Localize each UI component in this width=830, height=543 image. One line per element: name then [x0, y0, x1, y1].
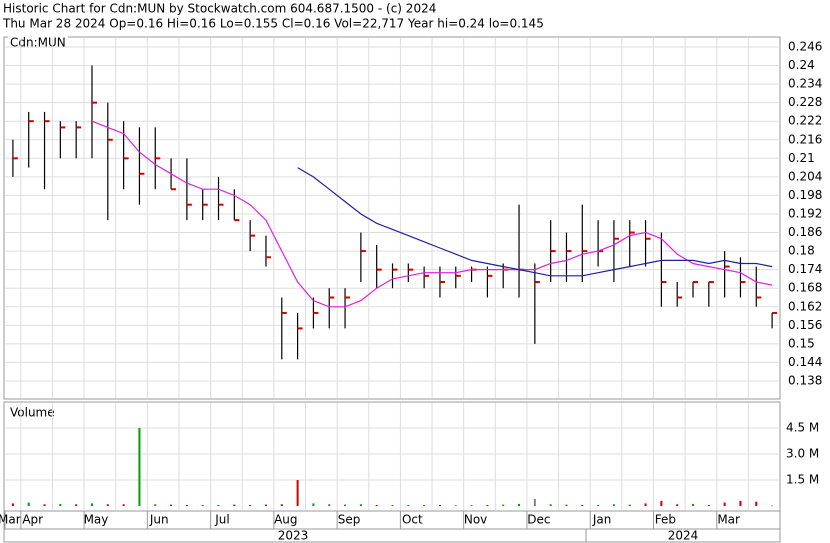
volume-bar: [644, 503, 647, 507]
volume-bar: [170, 504, 173, 507]
volume-bar: [723, 502, 726, 507]
volume-bar: [423, 505, 426, 507]
volume-bar: [565, 504, 568, 507]
volume-bar: [676, 504, 679, 507]
volume-bar: [233, 504, 236, 507]
x-tick-label: Oct: [402, 513, 423, 527]
volume-bar: [138, 427, 141, 507]
volume-bar: [296, 479, 299, 507]
volume-bar: [771, 505, 774, 507]
chart-title: Historic Chart for Cdn:MUN by Stockwatch…: [3, 2, 436, 16]
volume-tick-label: 4.5 M: [786, 420, 819, 434]
y-tick-label: 0.168: [788, 281, 822, 295]
y-tick-label: 0.186: [788, 225, 822, 239]
x-tick-label: Jul: [214, 513, 229, 527]
moving-average: [297, 167, 773, 277]
volume-bar: [628, 504, 631, 507]
y-tick-label: 0.228: [788, 95, 822, 109]
y-tick-label: 0.174: [788, 262, 822, 276]
volume-bar: [707, 504, 710, 507]
label-bg: [8, 36, 68, 49]
volume-bar: [660, 500, 663, 507]
x-tick-label: Mar: [717, 513, 740, 527]
volume-bar: [249, 504, 252, 507]
volume-bar: [581, 504, 584, 507]
x-tick-label: Dec: [527, 513, 550, 527]
x-tick-label: Mar: [0, 513, 21, 527]
x-tick-label: May: [84, 513, 109, 527]
x-tick-label: Jan: [592, 513, 612, 527]
y-tick-label: 0.15: [788, 336, 815, 350]
volume-bar: [43, 504, 46, 507]
volume-bar: [518, 503, 521, 507]
volume-bar: [612, 504, 615, 507]
volume-bar: [470, 505, 473, 507]
volume-bar: [201, 505, 204, 507]
x-tick-label: Sep: [338, 513, 361, 527]
y-tick-label: 0.138: [788, 373, 822, 387]
volume-bar: [454, 505, 457, 507]
volume-tick-label: 3.0 M: [786, 446, 819, 460]
volume-bar: [549, 504, 552, 507]
volume-bar: [597, 504, 600, 507]
x-tick-label: Jun: [149, 513, 169, 527]
moving-average: [91, 120, 773, 308]
volume-bar: [502, 504, 505, 507]
price-panel: [3, 36, 781, 400]
volume-bar: [359, 504, 362, 507]
volume-bar: [533, 499, 536, 507]
y-tick-label: 0.198: [788, 188, 822, 202]
y-tick-label: 0.24: [788, 58, 815, 72]
y-tick-label: 0.192: [788, 206, 822, 220]
volume-bar: [692, 503, 695, 507]
volume-bar: [755, 501, 758, 507]
volume-bar: [344, 504, 347, 507]
volume-bar: [486, 504, 489, 507]
x-tick-label: Aug: [274, 513, 297, 527]
volume-bar: [27, 502, 30, 507]
volume-bar: [438, 504, 441, 507]
volume-bar: [391, 505, 394, 507]
volume-bar: [375, 504, 378, 507]
x-tick-label: Apr: [22, 513, 43, 527]
year-axis: [3, 528, 781, 543]
y-tick-label: 0.21: [788, 151, 815, 165]
y-tick-label: 0.156: [788, 318, 822, 332]
y-tick-label: 0.18: [788, 244, 815, 258]
volume-bar: [59, 503, 62, 507]
x-tick-label: Nov: [464, 513, 487, 527]
volume-bar: [328, 504, 331, 507]
y-tick-label: 0.246: [788, 39, 822, 53]
volume-label: Volume: [10, 406, 55, 420]
volume-bar: [280, 504, 283, 507]
y-tick-label: 0.222: [788, 114, 822, 128]
volume-bar: [154, 504, 157, 507]
volume-bar: [106, 504, 109, 507]
y-tick-label: 0.162: [788, 299, 822, 313]
volume-bar: [185, 504, 188, 507]
volume-bar: [312, 503, 315, 507]
y-tick-label: 0.234: [788, 77, 822, 91]
volume-bar: [122, 504, 125, 507]
volume-bar: [264, 504, 267, 507]
volume-bar: [739, 500, 742, 507]
year-label: 2023: [278, 529, 309, 543]
y-tick-label: 0.144: [788, 355, 822, 369]
x-tick-label: Feb: [655, 513, 676, 527]
year-label: 2024: [668, 529, 699, 543]
volume-bar: [90, 503, 93, 507]
chart-subtitle: Thu Mar 28 2024 Op=0.16 Hi=0.16 Lo=0.155…: [2, 17, 544, 31]
volume-bar: [11, 503, 14, 507]
volume-bar: [217, 504, 220, 507]
y-tick-label: 0.204: [788, 169, 822, 183]
symbol-label: Cdn:MUN: [10, 36, 66, 50]
y-tick-label: 0.216: [788, 132, 822, 146]
volume-bar: [407, 504, 410, 507]
volume-bar: [75, 504, 78, 507]
volume-tick-label: 1.5 M: [786, 472, 819, 486]
